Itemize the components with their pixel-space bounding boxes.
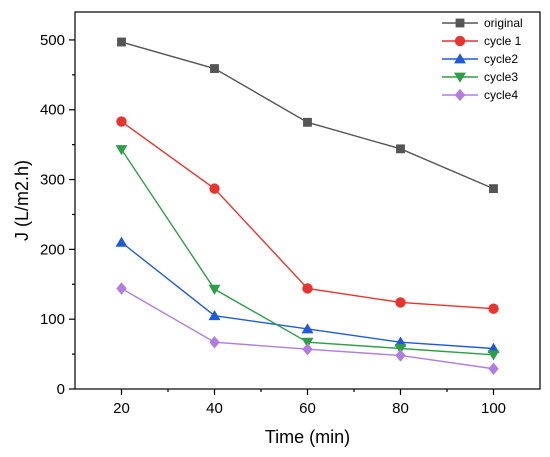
data-point bbox=[302, 283, 313, 294]
legend-marker bbox=[454, 53, 466, 64]
series-original bbox=[117, 37, 498, 194]
series-cycle3 bbox=[115, 145, 500, 361]
legend-item: cycle 1 bbox=[442, 34, 522, 48]
data-point bbox=[115, 236, 128, 247]
series-line bbox=[121, 121, 494, 310]
axes: 20 40 60 80 100 0 100 200 300 400 500 bbox=[40, 11, 541, 417]
series-line bbox=[121, 41, 494, 190]
data-point bbox=[396, 144, 405, 154]
y-tick-label: 400 bbox=[40, 102, 65, 119]
legend-label: cycle2 bbox=[484, 52, 518, 66]
data-point bbox=[117, 37, 126, 47]
x-tick-label: 100 bbox=[481, 400, 506, 417]
data-point bbox=[208, 309, 221, 321]
x-tick-label: 60 bbox=[299, 400, 316, 417]
legend-marker bbox=[455, 18, 465, 28]
data-point bbox=[395, 297, 406, 308]
x-tick-label: 80 bbox=[392, 400, 409, 417]
data-point bbox=[487, 350, 500, 361]
data-point bbox=[115, 145, 128, 156]
data-point bbox=[210, 64, 219, 73]
data-point bbox=[208, 284, 221, 295]
x-tick-label: 40 bbox=[206, 400, 223, 417]
data-point bbox=[394, 344, 407, 355]
data-point bbox=[116, 116, 127, 127]
series-cycle-1 bbox=[116, 116, 499, 314]
legend-item: cycle4 bbox=[442, 88, 518, 102]
legend-marker bbox=[454, 88, 466, 102]
y-tick-label: 0 bbox=[57, 381, 65, 398]
series-cycle4 bbox=[116, 282, 499, 375]
series-cycle2 bbox=[115, 236, 500, 353]
legend-marker bbox=[454, 35, 466, 47]
y-axis-title: J (L/m2.h) bbox=[12, 160, 32, 241]
legend-label: original bbox=[484, 16, 523, 30]
data-point bbox=[489, 184, 498, 194]
legend-item: cycle2 bbox=[442, 52, 518, 66]
y-tick-label: 200 bbox=[40, 241, 65, 258]
data-point bbox=[116, 282, 127, 295]
data-point bbox=[302, 342, 313, 356]
legend-item: original bbox=[442, 16, 523, 30]
data-point bbox=[301, 337, 314, 348]
y-tick-label: 500 bbox=[40, 32, 65, 49]
legend-label: cycle4 bbox=[484, 88, 518, 102]
legend-label: cycle 1 bbox=[484, 34, 522, 48]
data-point bbox=[209, 183, 220, 194]
x-axis-title: Time (min) bbox=[265, 427, 350, 447]
data-point bbox=[209, 335, 220, 349]
data-point bbox=[303, 117, 312, 127]
legend-marker bbox=[454, 72, 466, 83]
legend-label: cycle3 bbox=[484, 70, 518, 84]
series-group bbox=[115, 37, 500, 375]
legend-item: cycle3 bbox=[442, 70, 518, 84]
x-tick-label: 20 bbox=[113, 400, 130, 417]
data-point bbox=[488, 362, 499, 375]
data-point bbox=[395, 349, 406, 362]
legend: original cycle 1 cycle2 cycle3 cycle4 bbox=[442, 16, 523, 102]
data-point bbox=[488, 303, 499, 314]
y-tick-label: 300 bbox=[40, 172, 65, 189]
y-tick-label: 100 bbox=[40, 311, 65, 328]
data-point bbox=[301, 323, 314, 334]
